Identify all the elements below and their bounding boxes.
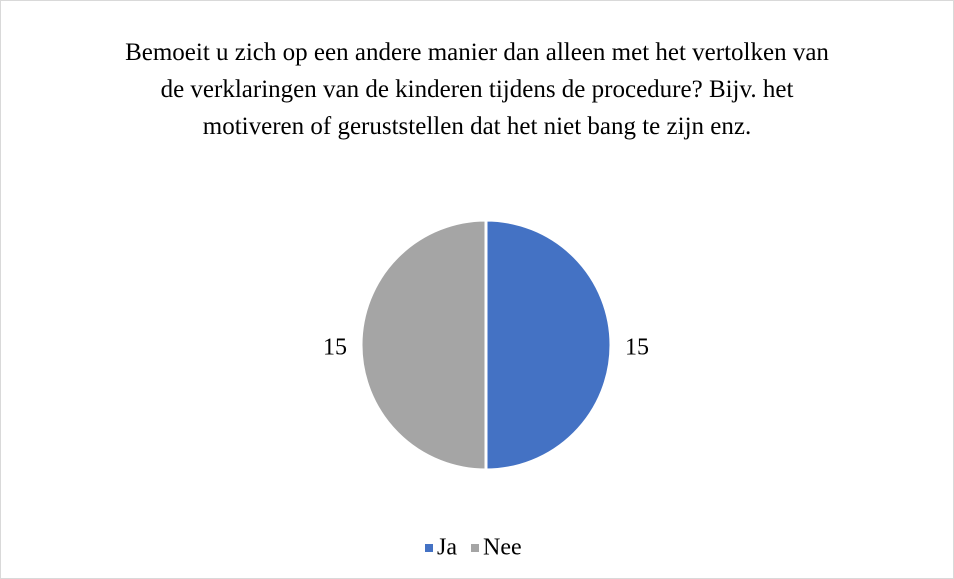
legend-swatch [425,544,433,552]
legend-label: Nee [483,535,522,561]
legend-swatch [471,544,479,552]
chart-title: Bemoeit u zich op een andere manier dan … [125,39,829,140]
legend-label: Ja [437,535,457,561]
pie-slice [484,218,613,472]
data-label: 15 [625,335,649,361]
data-label: 15 [323,335,347,361]
pie-slice [359,218,488,472]
